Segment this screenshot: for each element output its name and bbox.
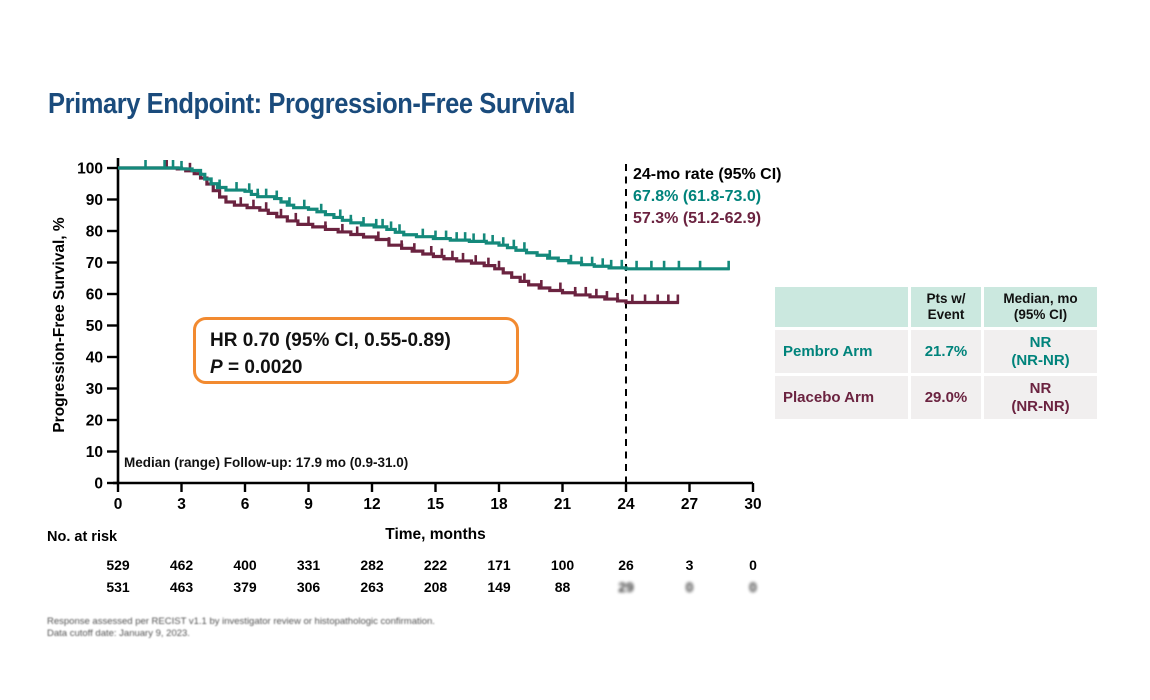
summary-pembro-pts-event: 21.7% <box>911 330 981 373</box>
risk-count: 0 <box>749 579 757 595</box>
y-tick-label: 80 <box>86 224 103 241</box>
y-tick-label: 60 <box>86 287 103 304</box>
risk-count: 331 <box>297 557 321 573</box>
median-followup-note: Median (range) Follow-up: 17.9 mo (0.9-3… <box>124 455 409 470</box>
x-tick-label: 0 <box>114 496 123 513</box>
x-tick-label: 3 <box>177 496 186 513</box>
x-tick-label: 6 <box>241 496 250 513</box>
pembro-24mo-rate: 67.8% (61.8-73.0) <box>633 188 762 205</box>
y-tick-label: 30 <box>86 381 103 398</box>
y-tick-label: 100 <box>77 161 103 178</box>
summary-row-placebo-arm: Placebo Arm <box>775 376 908 419</box>
x-tick-label: 27 <box>681 496 698 513</box>
summary-header-median: Median, mo (95% CI) <box>984 287 1097 327</box>
summary-placebo-median: NR (NR-NR) <box>984 376 1097 419</box>
risk-count: 282 <box>360 557 384 573</box>
y-tick-label: 50 <box>86 318 103 335</box>
risk-count: 400 <box>233 557 257 573</box>
summary-pembro-median: NR (NR-NR) <box>984 330 1097 373</box>
risk-count: 463 <box>170 579 194 595</box>
x-tick-label: 15 <box>427 496 445 513</box>
no-at-risk-label: No. at risk <box>47 529 118 545</box>
page-title: Primary Endpoint: Progression-Free Survi… <box>48 88 576 120</box>
summary-header-empty <box>775 287 908 327</box>
risk-count: 149 <box>487 579 511 595</box>
hr-line: HR 0.70 (95% CI, 0.55-0.89) <box>210 330 451 351</box>
x-axis-title: Time, months <box>385 526 485 543</box>
y-tick-label: 70 <box>86 255 103 272</box>
y-tick-label: 10 <box>86 444 103 461</box>
risk-count: 171 <box>487 557 511 573</box>
y-axis-title: Progression-Free Survival, % <box>51 217 68 433</box>
summary-placebo-pts-event: 29.0% <box>911 376 981 419</box>
x-tick-label: 21 <box>554 496 572 513</box>
footnote-line-2: Data cutoff date: January 9, 2023. <box>47 628 190 639</box>
risk-count: 222 <box>424 557 448 573</box>
hazard-ratio-box: HR 0.70 (95% CI, 0.55-0.89) P = 0.0020 <box>193 317 519 384</box>
risk-count: 529 <box>106 557 130 573</box>
p-value-line: P = 0.0020 <box>210 354 502 381</box>
placebo-curve <box>118 166 679 305</box>
risk-count: 100 <box>551 557 575 573</box>
risk-count: 3 <box>686 557 694 573</box>
y-tick-label: 90 <box>86 192 103 209</box>
risk-count: 531 <box>106 579 130 595</box>
risk-count: 306 <box>297 579 321 595</box>
risk-count: 0 <box>686 579 694 595</box>
risk-count: 208 <box>424 579 448 595</box>
footnote-line-1: Response assessed per RECIST v1.1 by inv… <box>47 616 435 627</box>
rate-annotation-title: 24-mo rate (95% CI) <box>633 166 782 183</box>
p-value: = 0.0020 <box>222 357 303 378</box>
p-label: P <box>210 357 223 378</box>
x-tick-label: 18 <box>490 496 508 513</box>
risk-count: 0 <box>749 557 757 573</box>
risk-count: 263 <box>360 579 384 595</box>
placebo-24mo-rate: 57.3% (51.2-62.9) <box>633 210 762 227</box>
y-tick-label: 20 <box>86 413 103 430</box>
footnotes: Response assessed per RECIST v1.1 by inv… <box>47 616 487 640</box>
risk-count: 462 <box>170 557 194 573</box>
summary-row-pembro-arm: Pembro Arm <box>775 330 908 373</box>
risk-count: 29 <box>618 579 634 595</box>
risk-count: 26 <box>618 557 634 573</box>
y-tick-label: 40 <box>86 350 103 367</box>
summary-table: Pts w/ Event Median, mo (95% CI) Pembro … <box>775 287 1097 419</box>
risk-count: 379 <box>233 579 257 595</box>
risk-count: 88 <box>555 579 571 595</box>
x-tick-label: 12 <box>363 496 380 513</box>
x-tick-label: 24 <box>617 496 635 513</box>
rate-annotation: 24-mo rate (95% CI) 67.8% (61.8-73.0) 57… <box>633 164 782 230</box>
x-tick-label: 30 <box>744 496 761 513</box>
x-tick-label: 9 <box>304 496 313 513</box>
summary-header-pts-event: Pts w/ Event <box>911 287 981 327</box>
pembro-curve <box>118 166 730 271</box>
y-tick-label: 0 <box>94 476 103 493</box>
